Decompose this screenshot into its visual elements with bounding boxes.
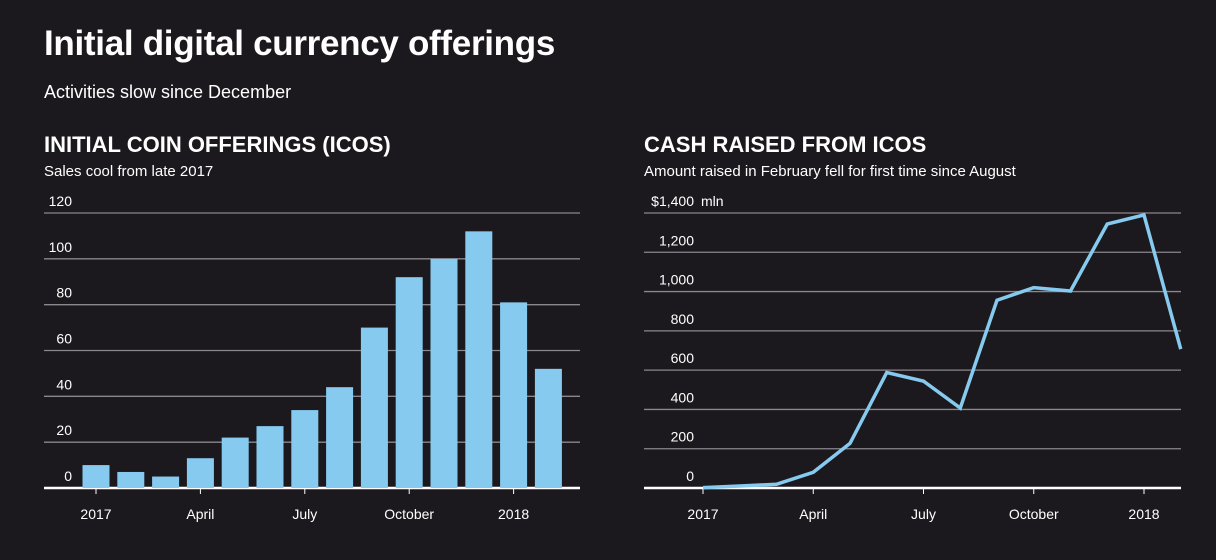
left-x-tick-label: July [292,506,317,522]
right-y-tick-label: 200 [671,429,695,445]
page-title: Initial digital currency offerings [44,24,556,63]
right-y-tick-label: 1,200 [659,232,694,248]
right-x-tick-label: April [799,506,827,522]
bar-feb-2018 [534,368,562,488]
left-chart-title: INITIAL COIN OFFERINGS (ICOS) [44,132,391,157]
right-x-tick-label: October [1009,506,1059,522]
bar-oct-2017 [395,277,423,488]
left-x-tick-label: 2017 [80,506,111,522]
right-chart-subtitle: Amount raised in February fell for first… [644,163,1016,180]
bar-nov-2017 [430,258,458,488]
bar-jul-2017 [291,410,319,488]
left-y-tick-label: 100 [49,239,73,255]
left-x-tick-label: 2018 [498,506,529,522]
left-x-tick-label: October [384,506,434,522]
left-y-tick-label: 40 [56,376,72,392]
bar-apr-2017 [186,458,214,488]
right-x-tick-label: 2018 [1128,506,1159,522]
right-y-tick-label: 1,000 [659,272,694,288]
cash-raised-line [702,212,1183,490]
right-y-tick-label: 800 [671,311,695,327]
bar-feb-2017 [117,471,145,488]
left-chart-subtitle: Sales cool from late 2017 [44,163,214,180]
bar-mar-2017 [152,476,180,488]
right-x-tick-label: July [911,506,936,522]
right-y-tick-label: 600 [671,350,695,366]
right-y-unit-label: mln [701,193,724,209]
page-subtitle: Activities slow since December [44,82,292,102]
right-x-tick-label: 2017 [687,506,718,522]
bar-sep-2017 [360,327,388,488]
bar-jun-2017 [256,426,284,488]
left-y-tick-label: 120 [49,193,73,209]
left-y-tick-label: 20 [56,422,72,438]
bar-jan-2017 [82,465,110,488]
bar-jan-2018 [500,302,528,488]
right-y-tick-label: $1,400 [651,193,694,209]
left-y-tick-label: 0 [64,468,72,484]
left-y-tick-label: 80 [56,285,72,301]
left-y-tick-label: 60 [56,331,72,347]
left-x-tick-label: April [186,506,214,522]
bar-aug-2017 [326,387,354,488]
bar-dec-2017 [465,231,493,489]
right-y-tick-label: 0 [686,468,694,484]
bar-may-2017 [221,437,249,488]
right-y-tick-label: 400 [671,389,695,405]
right-chart-title: CASH RAISED FROM ICOS [644,132,927,157]
